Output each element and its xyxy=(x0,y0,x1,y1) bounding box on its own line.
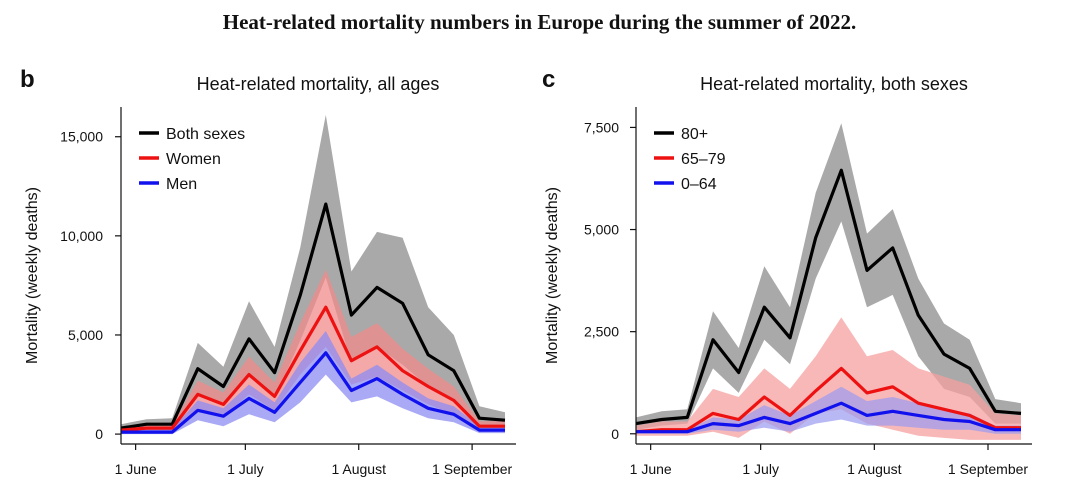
x-tick-label: 1 September xyxy=(432,461,512,477)
y-tick-label: 5,000 xyxy=(68,327,103,343)
x-tick-label: 1 September xyxy=(948,461,1028,477)
x-tick-label: 1 August xyxy=(847,461,902,477)
y-tick-label: 15,000 xyxy=(60,129,103,145)
x-tick-label: 1 July xyxy=(227,461,264,477)
y-tick-label: 0 xyxy=(611,426,619,442)
series-line-2 xyxy=(121,351,505,434)
chart-panel-b: Heat-related mortality, all ages Mortalit… xyxy=(24,74,516,477)
y-tick-label: 10,000 xyxy=(60,228,103,244)
y-tick-label: 2,500 xyxy=(584,324,619,340)
legend-label-0: 80+ xyxy=(681,126,708,143)
y-axis-label: Mortality (weekly deaths) xyxy=(544,187,561,364)
series-line-0 xyxy=(120,202,506,430)
legend-label-2: 0–64 xyxy=(681,176,717,193)
series-line-2 xyxy=(636,401,1021,434)
figure-title: Heat-related mortality numbers in Europe… xyxy=(222,10,857,34)
legend-label-2: Men xyxy=(166,176,197,193)
legend-label-1: Women xyxy=(166,151,221,168)
y-tick-label: 7,500 xyxy=(584,119,619,135)
series-line-1 xyxy=(120,305,505,432)
ci-band-2 xyxy=(121,331,505,435)
ci-band-2 xyxy=(636,386,1021,434)
chart-panel-c: Heat-related mortality, both sexes Mortal… xyxy=(544,74,1032,477)
chart-title: Heat-related mortality, both sexes xyxy=(700,74,968,94)
x-tick-label: 1 July xyxy=(742,461,779,477)
y-tick-label: 5,000 xyxy=(584,222,619,238)
series-line-0 xyxy=(635,168,1022,426)
x-tick-label: 1 August xyxy=(331,461,386,477)
chart-title: Heat-related mortality, all ages xyxy=(197,74,440,94)
panel-label-c: c xyxy=(542,66,556,93)
legend-label-0: Both sexes xyxy=(166,126,245,143)
ci-band-0 xyxy=(121,114,505,432)
y-tick-label: 0 xyxy=(95,426,103,442)
series-line-1 xyxy=(635,366,1021,434)
legend-label-1: 65–79 xyxy=(681,151,726,168)
x-tick-label: 1 June xyxy=(630,461,672,477)
ci-band-0 xyxy=(636,123,1021,430)
x-tick-label: 1 June xyxy=(115,461,157,477)
panel-label-b: b xyxy=(20,66,35,93)
y-axis-label: Mortality (weekly deaths) xyxy=(24,187,41,364)
